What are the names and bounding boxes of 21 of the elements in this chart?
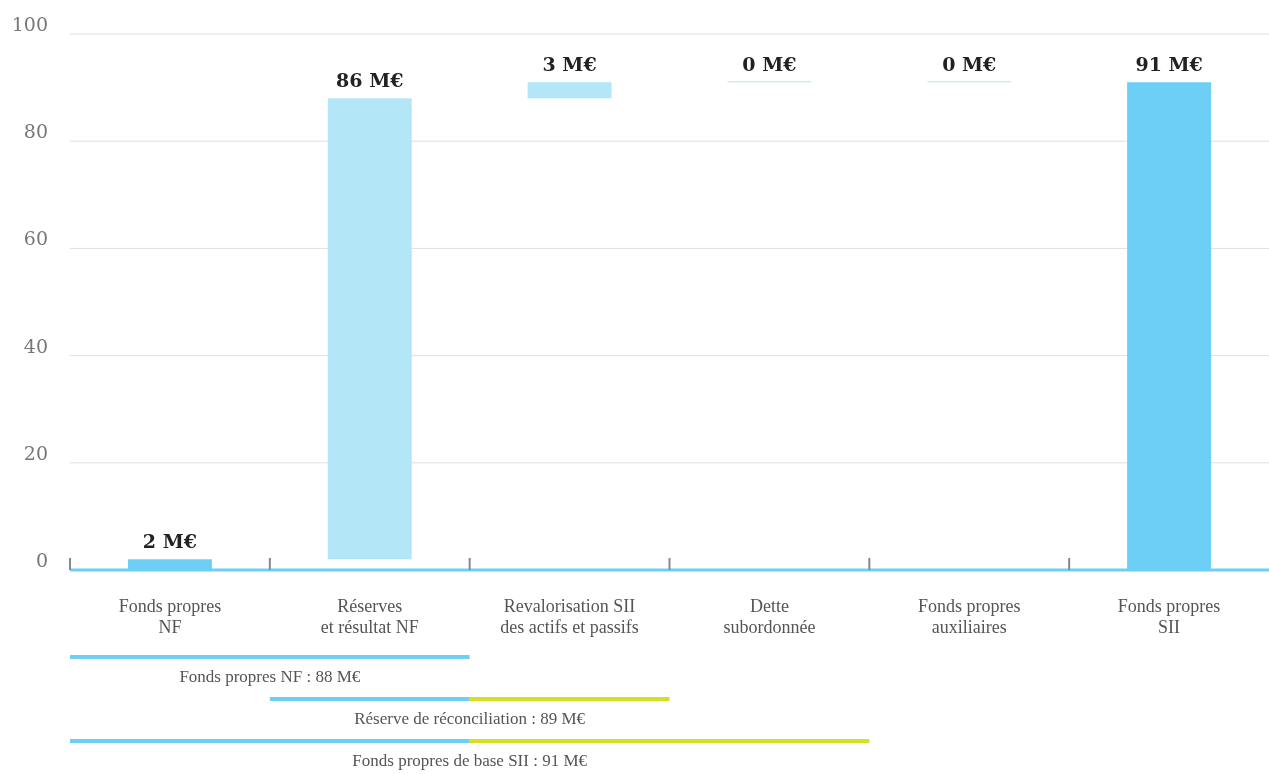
text: Fonds propres de base SII : 91 M€: [352, 751, 588, 770]
y-tick-label: 40: [23, 334, 48, 357]
x-tick-label: Fonds propres auxiliaires: [918, 596, 1021, 637]
y-tick-label: 0: [35, 549, 48, 571]
text: Fonds propres NF : 88 M€: [179, 667, 361, 686]
x-tick-label: Fonds propres NF: [118, 596, 222, 637]
data-label: 91 M€: [1135, 53, 1203, 76]
data-label: 3 M€: [542, 53, 597, 76]
y-tick-label: 60: [23, 227, 48, 250]
y-tick-label: 20: [23, 441, 48, 464]
data-label: 0 M€: [942, 53, 997, 76]
text: Réserve de réconciliation : 89 M€: [354, 709, 586, 728]
data-label: 86 M€: [336, 69, 404, 92]
x-tick-label: Réserves et résultat NF: [320, 596, 419, 637]
data-label: 2 M€: [142, 530, 197, 553]
x-tick-label: Fonds propres SII: [1117, 596, 1221, 637]
x-tick-label: Revalorisation SII des actifs et passifs: [500, 596, 639, 637]
data-label: 0 M€: [742, 53, 797, 76]
y-tick-label: 100: [11, 13, 48, 35]
x-tick-label: Dette subordonnée: [723, 596, 816, 637]
y-tick-label: 80: [23, 120, 48, 143]
